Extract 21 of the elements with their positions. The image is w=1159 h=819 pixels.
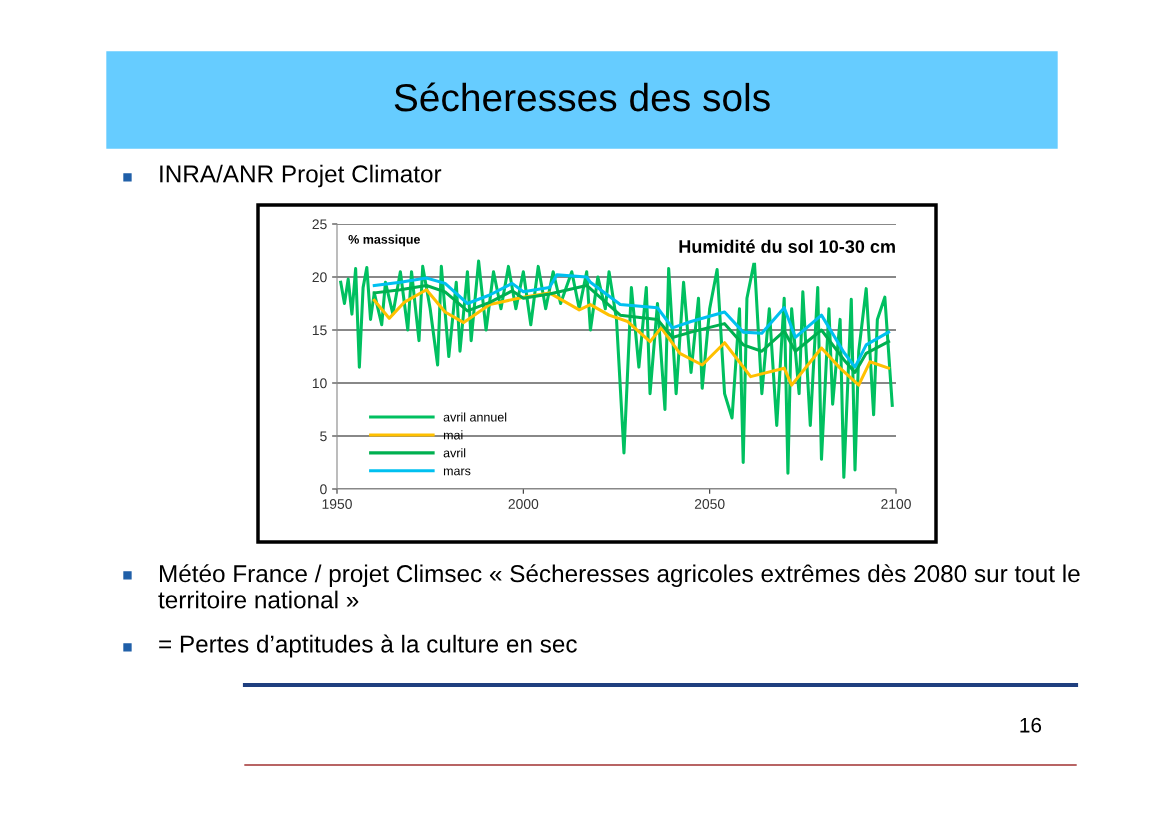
- x-tick-label: 2100: [881, 499, 911, 509]
- x-tick-label: 1950: [322, 499, 352, 509]
- text: Météo France / projet Climsec « Sécheresses agricoles extrêmes dès 2080 sur tout le territoire national »: [158, 564, 1080, 609]
- chart-title: Sécheresses des sols: [394, 82, 770, 112]
- y-tick-label: 15: [312, 325, 327, 336]
- text: INRA/ANR Projet Climator: [160, 164, 442, 188]
- y-axis-title: % massique: [348, 234, 421, 247]
- y-tick-label: 10: [312, 378, 327, 389]
- text: = Pertes d’aptitudes à la culture en sec: [159, 634, 577, 658]
- y-tick-label: 0: [320, 484, 327, 495]
- text: Humidité du sol 10-30 cm: [679, 239, 895, 253]
- y-tick-label: 25: [312, 219, 327, 230]
- legend-label: avril annuel: [443, 412, 507, 422]
- y-tick-label: 20: [312, 272, 327, 283]
- legend-label: mai: [443, 430, 463, 440]
- legend-label: mars: [443, 468, 471, 476]
- text: 16: [1020, 717, 1042, 733]
- x-tick-label: 2050: [694, 499, 725, 509]
- legend-label: avril: [443, 448, 466, 458]
- x-tick-label: 2000: [508, 499, 539, 509]
- y-tick-label: 5: [320, 431, 327, 442]
